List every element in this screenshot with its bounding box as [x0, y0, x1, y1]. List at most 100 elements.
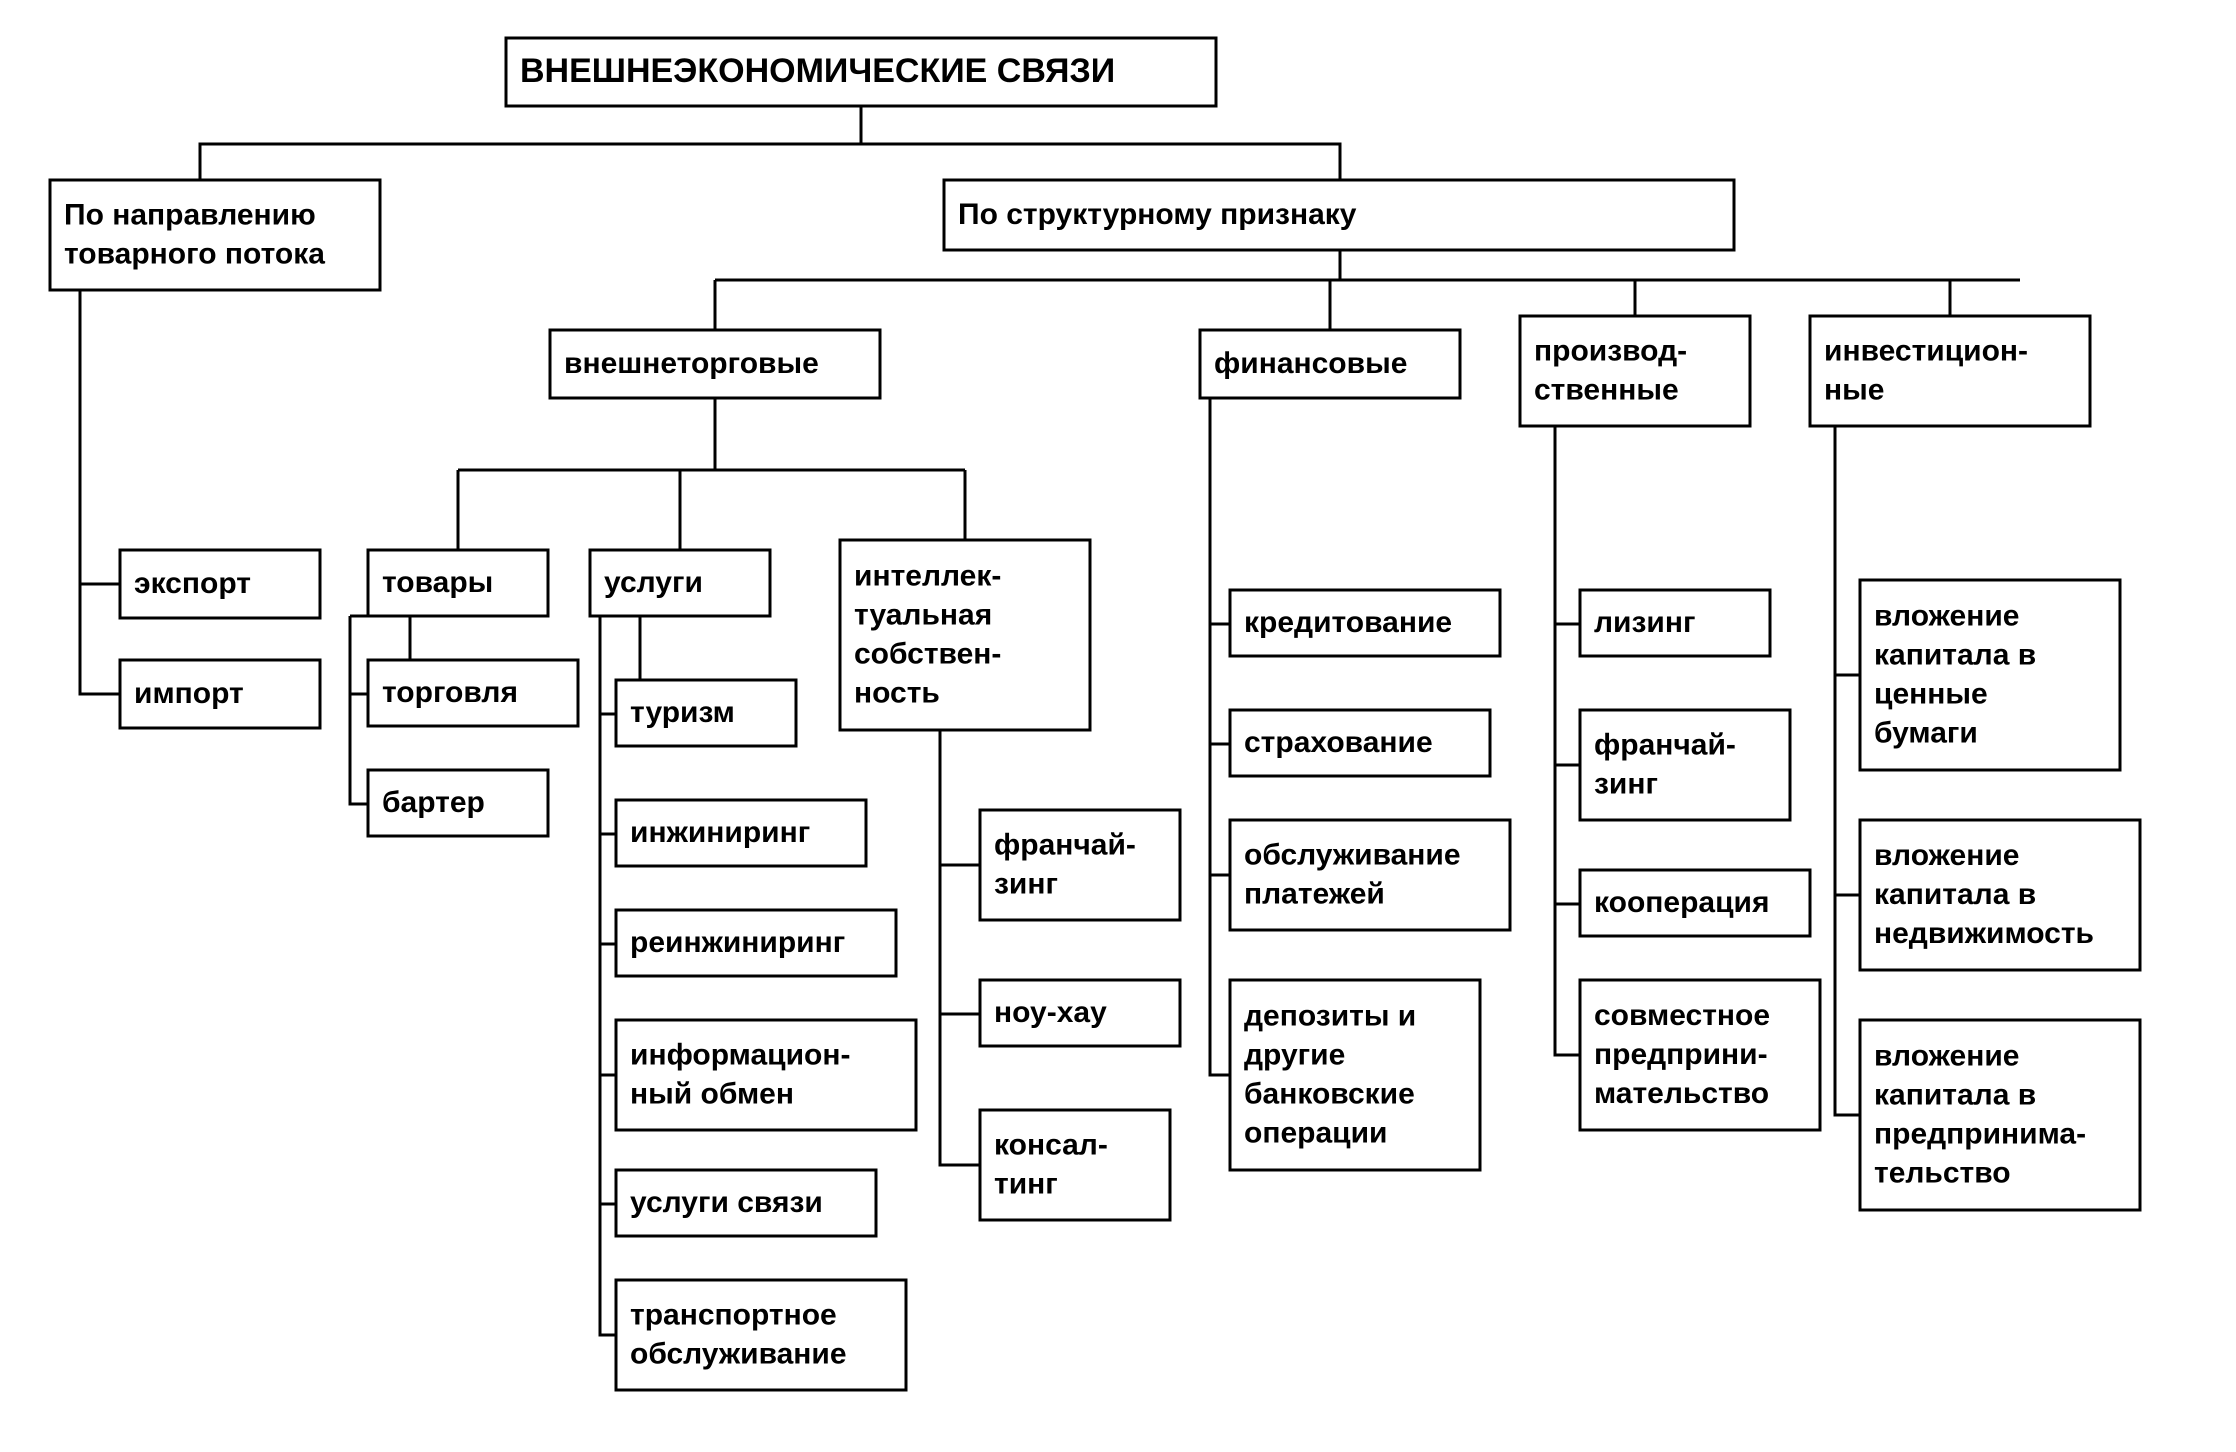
node-turizm: туризм [616, 680, 796, 746]
node-label: предприни- [1594, 1038, 1768, 1071]
node-vloz3: вложениекапитала впредпринима-тельство [1860, 1020, 2140, 1210]
edge [940, 1014, 980, 1165]
edge [600, 1075, 616, 1204]
node-box [980, 1110, 1170, 1220]
node-label: инжиниринг [630, 816, 810, 849]
node-label: услуги [604, 566, 703, 599]
node-label: бартер [382, 786, 485, 819]
edge [600, 834, 616, 944]
node-label: туризм [630, 696, 735, 729]
edge [600, 1204, 616, 1335]
nodes-group: ВНЕШНЕЭКОНОМИЧЕСКИЕ СВЯЗИ По направлениют… [50, 38, 2140, 1390]
node-import: импорт [120, 660, 320, 728]
edge [861, 106, 1340, 180]
node-label: бумаги [1874, 717, 1978, 750]
node-vnesht: внешнеторговые [550, 330, 880, 398]
node-lizing: лизинг [1580, 590, 1770, 656]
node-reinzh: реинжиниринг [616, 910, 896, 976]
node-label: экспорт [134, 567, 251, 600]
node-torg: торговля [368, 660, 578, 726]
node-label: ность [854, 677, 940, 710]
node-label: тинг [994, 1168, 1058, 1201]
node-label: внешнеторговые [564, 347, 819, 380]
node-label: кредитование [1244, 606, 1452, 639]
node-label: реинжиниринг [630, 926, 845, 959]
node-label: ные [1824, 374, 1884, 407]
node-inzh: инжиниринг [616, 800, 866, 866]
node-tovary: товары [368, 550, 548, 616]
node-intel: интеллек-туальнаясобствен-ность [840, 540, 1090, 730]
node-obsl: обслуживание платежей [1230, 820, 1510, 930]
node-label: мательство [1594, 1077, 1769, 1110]
node-label: услуги связи [630, 1186, 823, 1219]
node-box [1580, 710, 1790, 820]
node-box [1810, 316, 2090, 426]
edge [80, 584, 120, 694]
node-label: капитала в [1874, 1079, 2036, 1112]
node-fin: финансовые [1200, 330, 1460, 398]
node-label: интеллек- [854, 560, 1001, 593]
node-label: товарного потока [64, 238, 325, 271]
node-label: товары [382, 566, 493, 599]
node-label: вложение [1874, 1040, 2019, 1073]
node-label: импорт [134, 677, 244, 710]
node-label: ственные [1534, 374, 1679, 407]
node-label: консал- [994, 1129, 1108, 1162]
node-label: кооперация [1594, 886, 1769, 919]
edge [80, 290, 120, 584]
node-box [980, 810, 1180, 920]
node-inform: информацион-ный обмен [616, 1020, 916, 1130]
edge [600, 616, 616, 714]
node-uslugisv: услуги связи [616, 1170, 876, 1236]
node-transp: транспортноеобслуживание [616, 1280, 906, 1390]
node-inv: инвестицион-ные [1810, 316, 2090, 426]
node-box [50, 180, 380, 290]
node-label: тельство [1874, 1157, 2011, 1190]
edge [1555, 765, 1580, 904]
node-label: лизинг [1594, 606, 1695, 639]
node-label: ценные [1874, 678, 1988, 711]
edge [1555, 904, 1580, 1055]
node-consult: консал-тинг [980, 1110, 1170, 1220]
node-export: экспорт [120, 550, 320, 618]
node-label: обслуживание [1244, 839, 1461, 872]
node-root: ВНЕШНЕЭКОНОМИЧЕСКИЕ СВЯЗИ [506, 38, 1216, 106]
node-box [616, 1280, 906, 1390]
node-franch1: франчай-зинг [980, 810, 1180, 920]
node-box [1520, 316, 1750, 426]
node-label: банковские [1244, 1078, 1415, 1111]
node-label: операции [1244, 1117, 1387, 1150]
hierarchy-diagram: ВНЕШНЕЭКОНОМИЧЕСКИЕ СВЯЗИ По направлениют… [20, 20, 2236, 1432]
node-box [1230, 820, 1510, 930]
node-label: депозиты и [1244, 1000, 1416, 1033]
node-box [616, 1020, 916, 1130]
node-prod: производ-ственные [1520, 316, 1750, 426]
node-label: По структурному признаку [958, 198, 1357, 231]
node-dir: По направлениютоварного потока [50, 180, 380, 290]
edge [350, 616, 368, 694]
edge [1210, 744, 1230, 875]
edge [1210, 875, 1230, 1075]
edge [600, 714, 616, 834]
edge [200, 106, 861, 180]
node-label: ВНЕШНЕЭКОНОМИЧЕСКИЕ СВЯЗИ [520, 52, 1115, 90]
edge [1555, 426, 1580, 624]
node-label: другие [1244, 1039, 1345, 1072]
node-label: совместное [1594, 999, 1770, 1032]
node-label: обслуживание [630, 1338, 847, 1371]
node-knowhow: ноу-хау [980, 980, 1180, 1046]
node-label: вложение [1874, 600, 2019, 633]
node-sovm: совместное предприни-мательство [1580, 980, 1820, 1130]
node-kredit: кредитование [1230, 590, 1500, 656]
node-label: недвижимость [1874, 917, 2094, 950]
node-label: вложение [1874, 839, 2019, 872]
node-label: франчай- [1594, 729, 1736, 762]
node-depoz: депозиты и другие банковские операции [1230, 980, 1480, 1170]
edge [1210, 624, 1230, 744]
edge [1835, 895, 1860, 1115]
node-struct: По структурному признаку [944, 180, 1734, 250]
node-label: производ- [1534, 335, 1687, 368]
node-uslugi: услуги [590, 550, 770, 616]
node-label: зинг [1594, 768, 1658, 801]
node-label: платежей [1244, 878, 1385, 911]
